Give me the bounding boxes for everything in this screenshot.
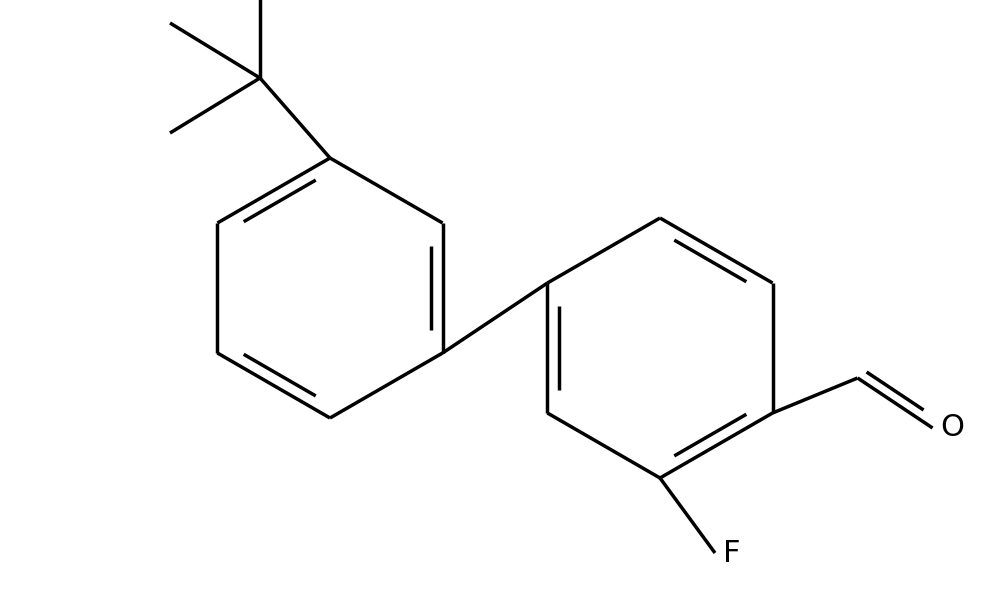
Text: O: O [940,413,964,443]
Text: F: F [722,539,740,568]
